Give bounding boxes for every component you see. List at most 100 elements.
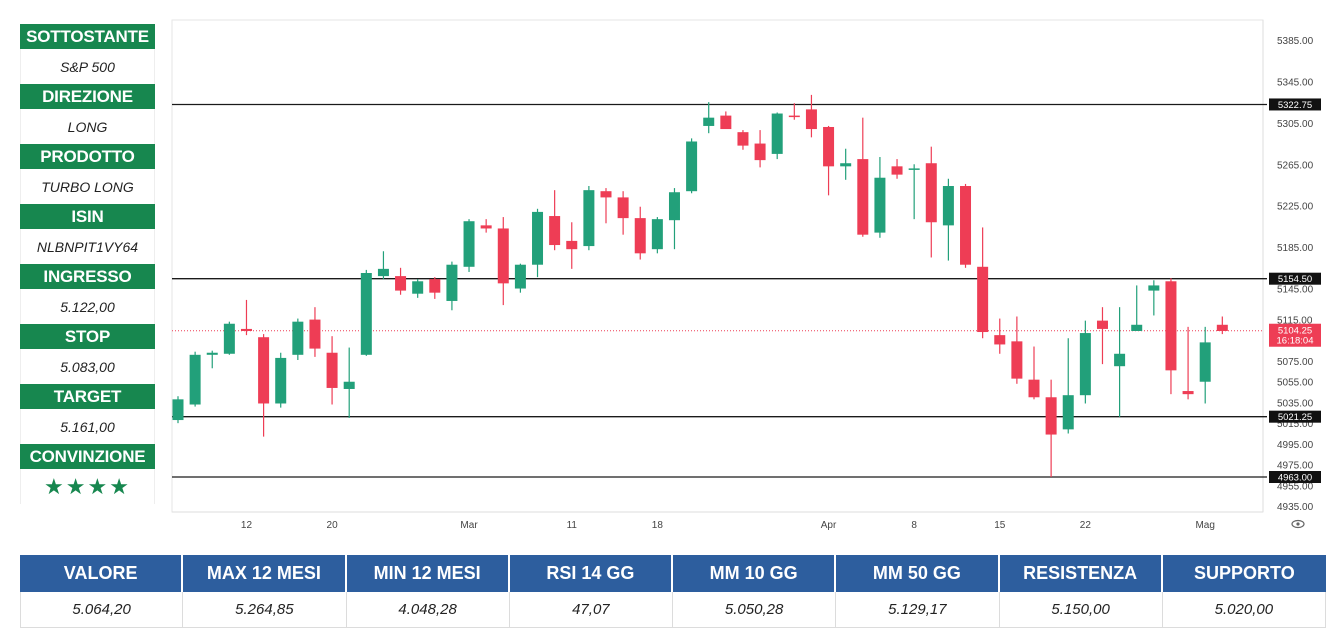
stats-header: MAX 12 MESI — [183, 555, 347, 592]
x-tick-label: Apr — [821, 520, 837, 531]
x-tick-label: 8 — [911, 520, 917, 531]
level-label: 5021.25 — [1278, 412, 1312, 423]
y-tick-label: 5265.00 — [1277, 160, 1314, 171]
x-tick-label: Mar — [460, 520, 478, 531]
candlestick-chart: 4935.00 4955.00 4975.00 4995.00 5015.00 5035.… — [171, 19, 1321, 531]
x-tick-label: 18 — [652, 520, 664, 531]
info-value-text: LONG — [67, 118, 108, 135]
eye-icon — [1291, 519, 1305, 529]
level-label-box — [1269, 272, 1321, 285]
candle-body — [463, 221, 475, 267]
level-label: 5322.75 — [1278, 100, 1312, 111]
level-label: 4963.00 — [1278, 473, 1312, 484]
y-tick-label: 5035.00 — [1277, 398, 1314, 409]
candle-body — [343, 381, 355, 389]
info-label: STOP — [20, 324, 155, 349]
x-tick-label: 20 — [327, 520, 339, 531]
stats-header: VALORE — [20, 555, 184, 592]
x-tick-label: 12 — [241, 520, 253, 531]
candle-body — [857, 159, 869, 235]
info-value-text: S&P 500 — [60, 58, 115, 75]
candle-body — [240, 328, 252, 331]
candle-body — [874, 177, 886, 233]
candle-body — [737, 132, 749, 146]
x-tick-label: 22 — [1080, 520, 1092, 531]
stats-value: 5.064,20 — [20, 592, 184, 628]
candle-body — [634, 218, 646, 254]
stats-header: MM 10 GG — [673, 555, 837, 592]
y-tick-label: 5145.00 — [1277, 285, 1314, 296]
stats-value-row: 5.064,20 5.264,85 4.048,28 47,07 5.050,28 5.1… — [20, 592, 1326, 628]
candle-body — [788, 115, 800, 118]
y-tick-label: 5015.00 — [1277, 419, 1314, 430]
stats-value: 5.264,85 — [183, 592, 347, 628]
info-label: ISIN — [20, 204, 155, 229]
info-value-text: 5.161,00 — [60, 418, 115, 435]
candle-body — [942, 186, 954, 226]
candle-body — [309, 319, 321, 349]
candle-body — [925, 163, 937, 223]
candle-body — [446, 264, 458, 301]
candle-body — [223, 323, 235, 354]
candle-body — [1182, 391, 1194, 395]
level-label-box — [1269, 471, 1321, 484]
stats-value: 5.150,00 — [999, 592, 1163, 628]
candle-body — [686, 141, 698, 192]
candle-body — [497, 228, 509, 284]
candle-body — [668, 192, 680, 221]
candle-body — [1096, 320, 1108, 329]
candle-body — [600, 191, 612, 198]
info-value: 5.161,00 — [20, 409, 155, 444]
candle-body — [1148, 285, 1160, 291]
candle-body — [994, 335, 1006, 345]
candle-body — [960, 186, 972, 265]
info-label: SOTTOSTANTE — [20, 24, 155, 49]
level-label-box — [1269, 98, 1321, 111]
info-label: CONVINZIONE — [20, 444, 155, 469]
y-tick-label: 4955.00 — [1277, 481, 1314, 492]
level-label-box — [1269, 410, 1321, 423]
candle-body — [172, 399, 184, 421]
candle-body — [720, 115, 732, 130]
info-value-text: NLBNPIT1VY64 — [36, 238, 139, 255]
candle-body — [840, 163, 852, 167]
info-label: INGRESSO — [20, 264, 155, 289]
info-value: 5.083,00 — [20, 349, 155, 384]
candle-body — [617, 197, 629, 219]
candle-body — [754, 143, 766, 161]
last-price-label: 5104.25 — [1278, 326, 1312, 337]
info-label: TARGET — [20, 384, 155, 409]
info-value: 5.122,00 — [20, 289, 155, 324]
y-tick-label: 5055.00 — [1277, 378, 1314, 389]
stats-value: 5.020,00 — [1162, 592, 1326, 628]
x-tick-label: 15 — [994, 520, 1006, 531]
candle-body — [1011, 341, 1023, 379]
candle-body — [771, 113, 783, 154]
candle-body — [651, 219, 663, 250]
y-tick-label: 5305.00 — [1277, 119, 1314, 130]
x-tick-label: Mag — [1195, 520, 1214, 531]
info-value-text: 5.122,00 — [60, 298, 115, 315]
y-tick-label: 5345.00 — [1277, 77, 1314, 88]
candle-body — [583, 190, 595, 247]
info-value: NLBNPIT1VY64 — [20, 229, 155, 264]
x-tick-label: 11 — [567, 520, 578, 531]
candle-body — [1028, 379, 1040, 398]
candle-body — [1062, 395, 1074, 430]
y-tick-label: 5385.00 — [1277, 36, 1314, 47]
y-tick-label: 5225.00 — [1277, 202, 1314, 213]
candle-body — [480, 225, 492, 229]
plot-area — [171, 19, 1264, 513]
candle-body — [395, 276, 407, 291]
info-value: TURBO LONG — [20, 169, 155, 204]
y-tick-label: 4935.00 — [1277, 502, 1314, 513]
candle-body — [258, 337, 270, 404]
candle-body — [377, 268, 389, 277]
stats-header: RESISTENZA — [999, 555, 1163, 592]
stats-header: RSI 14 GG — [509, 555, 673, 592]
candle-body — [1216, 324, 1228, 331]
stats-header: SUPPORTO — [1162, 555, 1326, 592]
candle-body — [360, 273, 372, 355]
stats-table: VALORE MAX 12 MESI MIN 12 MESI RSI 14 GG MM … — [20, 555, 1326, 628]
candle-body — [977, 266, 989, 333]
